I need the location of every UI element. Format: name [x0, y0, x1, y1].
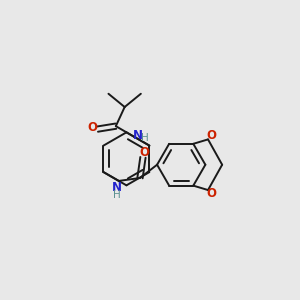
Text: H: H — [113, 190, 121, 200]
Text: N: N — [112, 181, 122, 194]
Text: O: O — [207, 129, 217, 142]
Text: H: H — [141, 133, 149, 143]
Text: O: O — [207, 187, 217, 200]
Text: O: O — [87, 121, 97, 134]
Text: O: O — [140, 146, 149, 159]
Text: N: N — [133, 129, 142, 142]
